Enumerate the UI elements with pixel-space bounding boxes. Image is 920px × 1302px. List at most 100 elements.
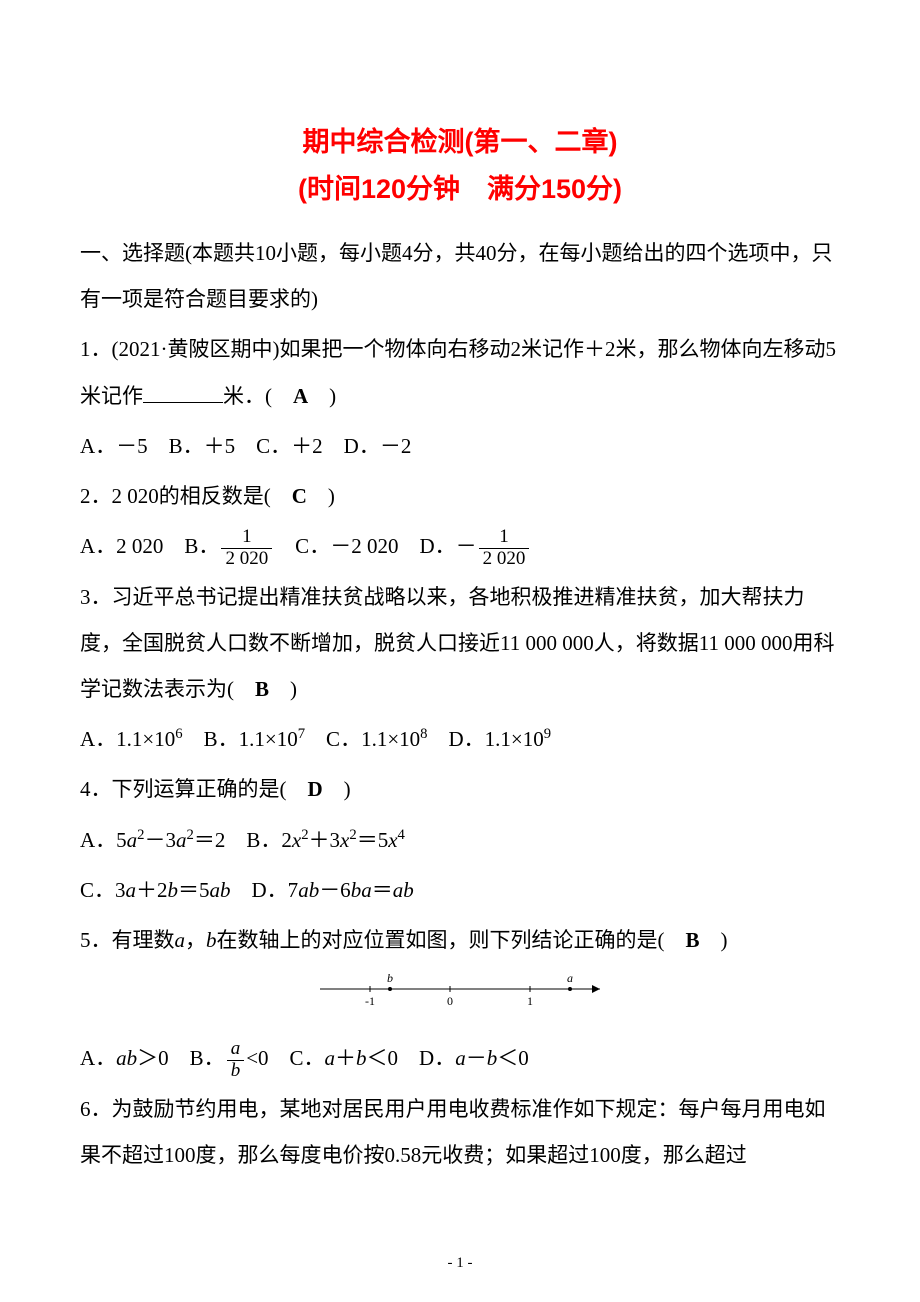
var-b: b xyxy=(356,1046,367,1070)
point-b-label: b xyxy=(387,971,393,985)
q3-exp-a: 6 xyxy=(175,726,182,742)
var-a: a xyxy=(126,878,137,902)
frac1-den: 2 020 xyxy=(221,549,272,570)
var-ab: ab xyxy=(298,878,319,902)
var-a: a xyxy=(325,1046,336,1070)
var-x: x xyxy=(292,828,301,852)
question-1-options: A．－5 B．＋5 C．＋2 D．－2 xyxy=(80,423,840,469)
q2-opt-b: C．－2 020 D．－ xyxy=(274,534,476,558)
q4-l2-f: ＝ xyxy=(372,878,393,902)
exp-4: 4 xyxy=(398,827,405,843)
question-2-options: A．2 020 B．12 020 C．－2 020 D．－12 020 xyxy=(80,523,840,570)
q3-opt-b: B．1.1×10 xyxy=(183,727,298,751)
q4-l2-d: D．7 xyxy=(231,878,299,902)
var-b: b xyxy=(487,1046,498,1070)
var-a: a xyxy=(176,828,187,852)
q3-text-b: ) xyxy=(269,677,297,701)
q4-l1-e: ＝5 xyxy=(357,828,389,852)
q5-opt-a2: ＞0 B． xyxy=(137,1046,225,1070)
fraction-ab: ab xyxy=(227,1039,245,1082)
q4-answer: D xyxy=(308,777,323,801)
exp-2: 2 xyxy=(187,827,194,843)
var-ab: ab xyxy=(393,878,414,902)
q4-text-b: ) xyxy=(323,777,351,801)
page-number: - 1 - xyxy=(0,1255,920,1272)
exp-2: 2 xyxy=(349,827,356,843)
q3-opt-d: D．1.1×10 xyxy=(428,727,544,751)
q1-text-b: 米．( xyxy=(223,384,293,408)
question-3-stem: 3．习近平总书记提出精准扶贫战略以来，各地积极推进精准扶贫，加大帮扶力度，全国脱… xyxy=(80,574,840,713)
q3-exp-d: 9 xyxy=(544,726,551,742)
q4-l1-c: ＝2 B．2 xyxy=(194,828,292,852)
fraction-2: 12 020 xyxy=(479,527,530,570)
question-4-stem: 4．下列运算正确的是( D ) xyxy=(80,766,840,812)
frac2-num: 1 xyxy=(479,527,530,549)
q2-text-a: 2．2 020的相反数是( xyxy=(80,484,292,508)
question-4-options-line2: C．3a＋2b＝5ab D．7ab－6ba＝ab xyxy=(80,867,840,913)
tick-neg1: -1 xyxy=(365,994,375,1008)
blank-line xyxy=(143,382,223,403)
q2-opt-a: A．2 020 B． xyxy=(80,534,219,558)
frac-ab-den: b xyxy=(227,1061,245,1082)
question-6-stem: 6．为鼓励节约用电，某地对居民用户用电收费标准作如下规定：每户每月用电如果不超过… xyxy=(80,1086,840,1178)
var-a: a xyxy=(175,928,186,952)
q4-l2-e: －6 xyxy=(319,878,351,902)
question-1-stem: 1．(2021·黄陂区期中)如果把一个物体向右移动2米记作＋2米，那么物体向左移… xyxy=(80,326,840,418)
q3-text-a: 3．习近平总书记提出精准扶贫战略以来，各地积极推进精准扶贫，加大帮扶力度，全国脱… xyxy=(80,585,834,701)
var-b: b xyxy=(206,928,217,952)
exam-title: 期中综合检测(第一、二章) xyxy=(80,120,840,159)
var-x: x xyxy=(340,828,349,852)
exam-subtitle: (时间120分钟 满分150分) xyxy=(80,167,840,206)
q3-exp-c: 8 xyxy=(420,726,427,742)
q2-answer: C xyxy=(292,484,307,508)
section-heading: 一、选择题(本题共10小题，每小题4分，共40分，在每小题给出的四个选项中，只有… xyxy=(80,230,840,322)
q4-l1-b: －3 xyxy=(145,828,177,852)
q4-l2-a: C．3 xyxy=(80,878,126,902)
question-2-stem: 2．2 020的相反数是( C ) xyxy=(80,473,840,519)
q5-text-b: ， xyxy=(185,928,206,952)
question-4-options-line1: A．5a2－3a2＝2 B．2x2＋3x2＝5x4 xyxy=(80,817,840,863)
question-3-options: A．1.1×106 B．1.1×107 C．1.1×108 D．1.1×109 xyxy=(80,716,840,762)
fraction-1: 12 020 xyxy=(221,527,272,570)
exp-2: 2 xyxy=(301,827,308,843)
var-x: x xyxy=(388,828,397,852)
number-line-svg: -1 0 1 b a xyxy=(300,969,620,1009)
var-b: b xyxy=(168,878,179,902)
q5-answer: B xyxy=(686,928,700,952)
q4-l2-b: ＋2 xyxy=(136,878,168,902)
q3-exp-b: 7 xyxy=(298,726,305,742)
q1-text-c: ) xyxy=(308,384,336,408)
number-line-figure: -1 0 1 b a xyxy=(80,969,840,1025)
q2-text-b: ) xyxy=(307,484,335,508)
tick-1: 1 xyxy=(527,994,533,1008)
q5-text-c: 在数轴上的对应位置如图，则下列结论正确的是( xyxy=(217,928,686,952)
var-ab: ab xyxy=(116,1046,137,1070)
q5-opt-a3: <0 C． xyxy=(246,1046,324,1070)
q4-text-a: 4．下列运算正确的是( xyxy=(80,777,308,801)
tick-0: 0 xyxy=(447,994,453,1008)
q1-answer: A xyxy=(293,384,308,408)
frac-ab-num: a xyxy=(227,1039,245,1061)
var-a: a xyxy=(127,828,138,852)
q3-opt-c: C．1.1×10 xyxy=(305,727,420,751)
q5-text-d: ) xyxy=(700,928,728,952)
q3-answer: B xyxy=(255,677,269,701)
q5-opt-a7: ＜0 xyxy=(497,1046,529,1070)
q4-l1-d: ＋3 xyxy=(309,828,341,852)
var-ab: ab xyxy=(210,878,231,902)
q4-l2-c: ＝5 xyxy=(178,878,210,902)
q5-opt-a4: ＋ xyxy=(335,1046,356,1070)
q5-opt-a5: ＜0 D． xyxy=(367,1046,456,1070)
var-a: a xyxy=(455,1046,466,1070)
q5-opt-a6: － xyxy=(466,1046,487,1070)
frac2-den: 2 020 xyxy=(479,549,530,570)
q5-text-a: 5．有理数 xyxy=(80,928,175,952)
question-5-stem: 5．有理数a，b在数轴上的对应位置如图，则下列结论正确的是( B ) xyxy=(80,917,840,963)
q3-opt-a: A．1.1×10 xyxy=(80,727,175,751)
frac1-num: 1 xyxy=(221,527,272,549)
var-ba: ba xyxy=(351,878,372,902)
question-5-options: A．ab＞0 B．ab<0 C．a＋b＜0 D．a－b＜0 xyxy=(80,1035,840,1082)
exp-2: 2 xyxy=(137,827,144,843)
q4-l1-a: A．5 xyxy=(80,828,127,852)
q5-opt-a1: A． xyxy=(80,1046,116,1070)
